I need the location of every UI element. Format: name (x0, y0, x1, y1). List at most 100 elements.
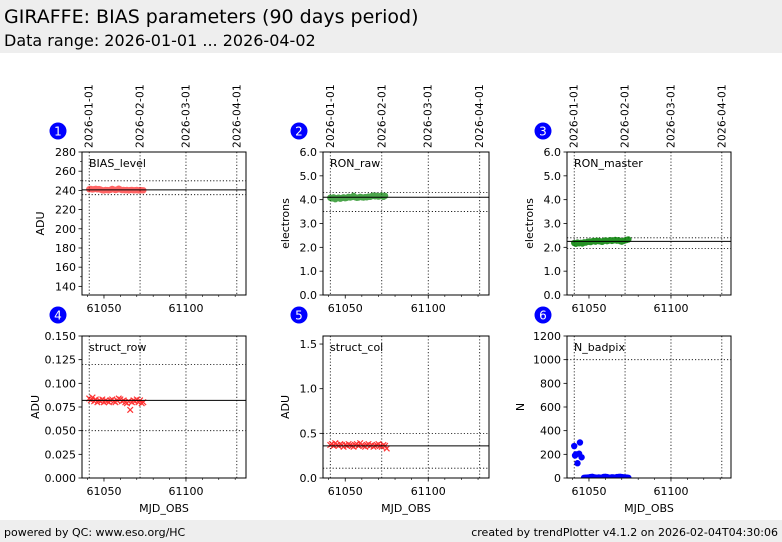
y-tick-label: 0.025 (45, 448, 77, 461)
data-point (574, 460, 581, 467)
x-tick-label: 61100 (411, 485, 446, 498)
data-point (381, 192, 389, 200)
panel-number: 5 (295, 309, 303, 323)
panel-number-badge (49, 122, 67, 140)
date-tick-label: 2026-01-01 (569, 84, 581, 148)
y-axis-label: electrons (279, 198, 292, 249)
x-tick-label: 61050 (571, 302, 606, 315)
date-tick-label: 2026-03-01 (180, 84, 192, 148)
y-tick-label: 0.0 (544, 289, 562, 302)
date-tick-label: 2026-04-01 (716, 84, 728, 148)
axes-frame (566, 151, 732, 296)
panel-number-badge (534, 306, 552, 324)
footer-powered-by: powered by QC: www.eso.org/HC (4, 526, 186, 539)
x-tick-label: 61100 (168, 485, 203, 498)
panel-number: 2 (295, 125, 303, 139)
axes-frame (566, 335, 732, 479)
panel-label: RON_raw (330, 157, 380, 170)
page-title: GIRAFFE: BIAS parameters (90 days period… (4, 6, 419, 28)
panel-number: 6 (539, 309, 547, 323)
panel-label: struct_row (89, 341, 146, 354)
panel-number: 3 (539, 125, 547, 139)
panel-label: N_badpix (574, 341, 625, 354)
y-tick-label: 1.0 (300, 383, 318, 396)
y-tick-label: 0.0 (300, 472, 318, 485)
date-tick-label: 2026-02-01 (376, 84, 388, 148)
data-series (85, 394, 147, 414)
date-tick-label: 2026-02-01 (620, 84, 632, 148)
y-tick-label: 1000 (533, 354, 561, 367)
y-tick-label: 3.0 (300, 218, 318, 231)
panel-number: 4 (54, 309, 62, 323)
y-axis-label: ADU (34, 211, 47, 235)
page-header: GIRAFFE: BIAS parameters (90 days period… (0, 0, 782, 53)
panel-number-badge (534, 122, 552, 140)
axes-frame (81, 151, 247, 296)
data-series (571, 439, 632, 478)
x-tick-label: 61050 (328, 302, 363, 315)
panel-3: 0.0 1.0 2.0 3.0 4.0 5.0 6.0 61050 61100 2026-01-0… (523, 84, 732, 315)
y-tick-label: 4.0 (544, 194, 562, 207)
footer-created-by: created by trendPlotter v4.1.2 on 2026-0… (471, 526, 778, 539)
x-tick-label: 61100 (168, 302, 203, 315)
panel-label: struct_col (330, 341, 383, 354)
panel-2: 0.0 1.0 2.0 3.0 4.0 5.0 6.0 61050 61100 2026-01-0… (279, 84, 490, 315)
data-point (89, 394, 96, 401)
y-tick-label: 600 (540, 401, 561, 414)
y-tick-label: 200 (540, 448, 561, 461)
data-point (576, 439, 584, 446)
y-tick-label: 6.0 (544, 146, 562, 159)
x-axis-label: MJD_OBS (381, 502, 431, 515)
y-tick-label: 240 (55, 184, 76, 197)
y-tick-label: 0.000 (45, 472, 77, 485)
panel-number-badge (49, 306, 67, 324)
y-tick-label: 260 (55, 165, 76, 178)
x-tick-label: 61050 (86, 485, 121, 498)
y-tick-label: 2.0 (544, 241, 562, 254)
y-tick-label: 0.150 (45, 330, 77, 343)
x-tick-label: 61050 (328, 485, 363, 498)
y-tick-label: 200 (55, 223, 76, 236)
y-tick-label: 0.100 (45, 377, 77, 390)
y-tick-label: 400 (540, 425, 561, 438)
y-tick-label: 0.075 (45, 401, 77, 414)
y-tick-label: 0.050 (45, 425, 77, 438)
panel-1: 140 160 180 200 220 240 260 280 61050 61100 2026-0… (34, 84, 247, 315)
page-footer: powered by QC: www.eso.org/HC created by… (0, 520, 782, 542)
panel-6: 0 200 400 600 800 1000 1200 61050 61100 N_badpix N… (514, 306, 732, 515)
panel-number: 1 (54, 125, 62, 139)
date-tick-label: 2026-03-01 (423, 84, 435, 148)
axes-frame (322, 335, 490, 479)
data-range-subtitle: Data range: 2026-01-01 ... 2026-04-02 (4, 31, 316, 50)
date-tick-label: 2026-01-01 (84, 84, 96, 148)
y-tick-label: 140 (55, 280, 76, 293)
y-tick-label: 1.0 (300, 265, 318, 278)
y-tick-label: 0 (554, 472, 561, 485)
y-axis-label: electrons (523, 198, 536, 249)
x-tick-label: 61100 (653, 485, 688, 498)
panel-label: RON_master (574, 157, 643, 170)
x-tick-label: 61100 (411, 302, 446, 315)
panel-4: 0.000 0.025 0.050 0.075 0.100 0.125 0.150 61050… (29, 306, 247, 515)
y-axis-label: N (514, 403, 527, 411)
y-tick-label: 180 (55, 242, 76, 255)
panel-label: BIAS_level (89, 157, 146, 170)
data-point (571, 442, 578, 450)
x-axis-label: MJD_OBS (139, 502, 189, 515)
axes-frame (81, 335, 247, 479)
y-tick-label: 160 (55, 261, 76, 274)
x-axis-label: MJD_OBS (624, 502, 674, 515)
date-tick-label: 2026-03-01 (665, 84, 677, 148)
data-point (625, 474, 632, 478)
y-tick-label: 0.5 (300, 427, 318, 440)
y-tick-label: 5.0 (300, 170, 318, 183)
y-tick-label: 0.125 (45, 354, 77, 367)
y-tick-label: 0.0 (300, 289, 318, 302)
x-tick-label: 61050 (86, 302, 121, 315)
panel-number-badge (290, 306, 308, 324)
y-tick-label: 5.0 (544, 170, 562, 183)
date-tick-label: 2026-01-01 (325, 84, 337, 148)
y-tick-label: 4.0 (300, 194, 318, 207)
y-tick-label: 800 (540, 377, 561, 390)
